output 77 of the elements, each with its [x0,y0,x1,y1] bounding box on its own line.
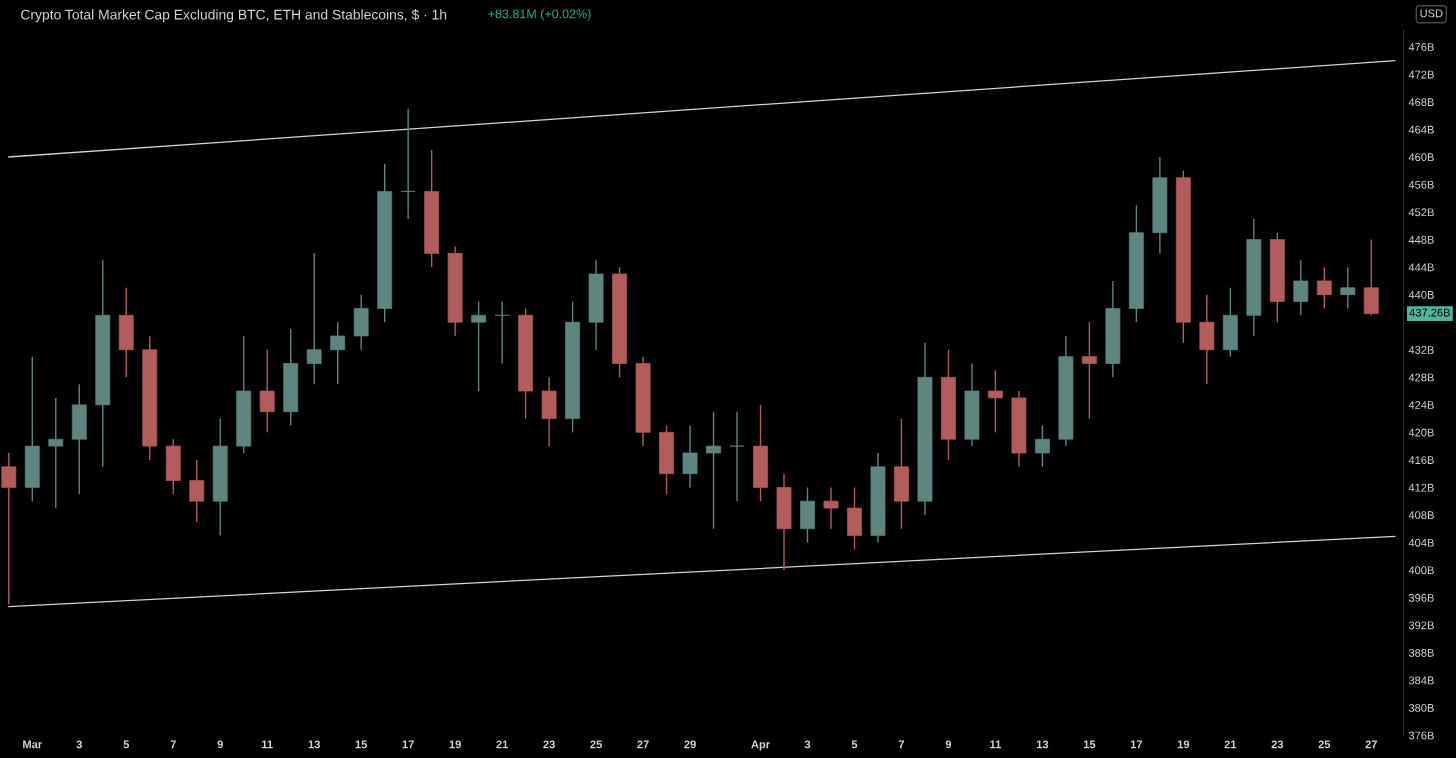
text: USD [1420,9,1443,18]
text: 437.26B [1409,308,1450,317]
x-tick-label: 27 [637,740,649,749]
y-tick-label: 428B [1408,373,1434,382]
candlestick [1316,266,1332,310]
chart-title: Crypto Total Market Cap Excluding BTC, ETH and Stablecoins, $ · 1h [21,9,447,23]
candlestick [494,300,510,365]
y-tick-label: 380B [1408,703,1434,712]
x-tick-label: 5 [851,740,858,749]
x-tick-label: 3 [804,740,811,749]
candlestick [682,424,698,489]
y-tick-label: 384B [1408,676,1434,685]
x-tick-label: 15 [355,740,368,749]
x-tick-label: 5 [123,740,130,749]
x-tick-label: 25 [1318,740,1331,749]
candlestick [1293,259,1309,317]
candlestick [330,321,346,385]
candlestick [306,252,322,385]
y-tick-label: 444B [1408,263,1434,272]
y-tick-label: 416B [1408,456,1434,465]
text: +83.81M (+0.02%) [488,9,591,21]
x-tick-label: 17 [1130,740,1143,749]
y-tick-label: 404B [1408,538,1434,547]
y-tick-label: 472B [1408,70,1434,79]
x-tick-label: 11 [262,740,273,749]
x-tick-label: 19 [1177,740,1190,749]
y-tick-label: 476B [1408,43,1434,51]
y-tick-label: 396B [1408,593,1434,602]
candlestick [400,108,416,220]
x-tick-label: 21 [1224,740,1237,749]
x-tick-label: 23 [1271,740,1284,749]
candlestick [1,452,17,606]
candlestick [259,349,275,434]
x-tick-label: 3 [76,740,82,749]
x-tick-label: 9 [945,740,952,749]
x-tick-label: 23 [543,740,555,749]
candlestick [823,486,839,530]
candlestick [1340,266,1356,310]
candlestick [988,369,1003,434]
y-tick-label: 388B [1408,648,1434,657]
x-tick-label: 29 [684,740,696,749]
x-tick-label: 7 [898,740,905,749]
y-tick-label: 412B [1408,483,1434,492]
x-tick-label: 13 [308,740,320,749]
y-tick-label: 468B [1408,98,1434,107]
candlestick [706,411,721,530]
y-tick-label: 432B [1408,346,1434,354]
y-tick-label: 376B [1408,731,1434,740]
x-tick-label: 11 [990,740,1001,749]
x-tick-label: 13 [1036,740,1049,749]
y-tick-label: 464B [1408,125,1434,134]
y-tick-label: 420B [1408,428,1434,437]
x-tick-label: Mar [23,740,43,749]
x-tick-label: 27 [1365,740,1377,749]
candlestick [471,300,487,392]
x-tick-label: 7 [170,740,176,749]
x-tick-label: 9 [217,740,223,749]
y-tick-label: 424B [1408,401,1434,409]
candlestick [1082,321,1097,420]
y-tick-label: 452B [1408,208,1434,217]
candlestick [189,459,205,523]
x-tick-label: 19 [449,740,461,749]
x-tick-label: 21 [496,740,508,749]
x-tick-label: 25 [590,740,602,749]
y-tick-label: 456B [1408,180,1434,189]
x-tick-label: 17 [402,740,414,749]
x-tick-label: Apr [751,740,770,751]
x-tick-label: 15 [1083,740,1096,749]
candlestick [729,411,745,502]
y-tick-label: 392B [1408,621,1434,630]
y-tick-label: 448B [1408,235,1434,244]
candlestick [1035,424,1050,468]
y-tick-label: 440B [1408,290,1434,299]
y-tick-label: 400B [1408,566,1434,575]
y-tick-label: 460B [1408,153,1434,162]
candlestick [48,397,64,509]
y-tick-label: 408B [1408,511,1434,520]
